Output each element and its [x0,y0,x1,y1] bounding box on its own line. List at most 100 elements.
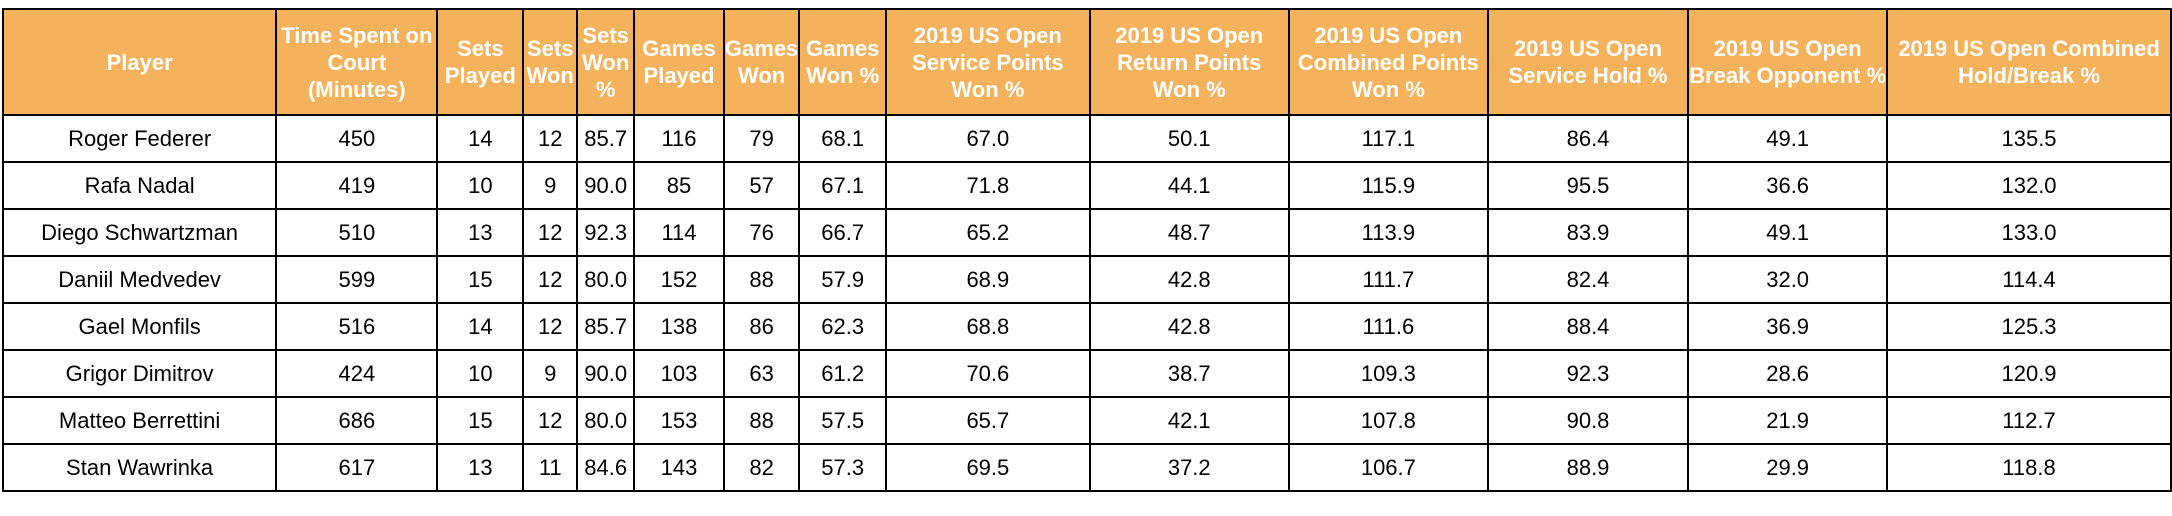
stat-cell: 65.2 [885,208,1091,257]
table-row: Roger Federer 450 14 12 85.7 116 79 68.1 67.0 50.… [1,114,2172,163]
stat-cell: 118.8 [1886,443,2172,492]
stat-cell: 132.0 [1886,161,2172,210]
stat-cell: 113.9 [1287,208,1489,257]
stat-cell: 42.8 [1088,255,1290,304]
player-name-cell: Daniil Medvedev [1,255,278,304]
stat-cell: 61.2 [798,349,888,398]
player-name-cell: Matteo Berrettini [1,396,278,445]
column-header: Sets Played [436,8,525,116]
stat-cell: 424 [275,349,439,398]
stat-cell: 11 [522,443,579,492]
stat-cell: 133.0 [1886,208,2172,257]
table-row: Grigor Dimitrov 424 10 9 90.0 103 63 61.2 70.6 38… [1,349,2172,398]
stat-cell: 90.0 [576,161,636,210]
stat-cell: 32.0 [1687,255,1889,304]
stat-cell: 14 [436,114,525,163]
column-header: 2019 US Open Break Opponent % [1687,8,1889,116]
stat-cell: 153 [633,396,725,445]
stat-cell: 38.7 [1088,349,1290,398]
stat-cell: 12 [522,302,579,351]
stat-cell: 12 [522,114,579,163]
stat-cell: 36.6 [1687,161,1889,210]
stat-cell: 48.7 [1088,208,1290,257]
stat-cell: 92.3 [576,208,636,257]
stat-cell: 42.1 [1088,396,1290,445]
player-name-cell: Rafa Nadal [1,161,278,210]
player-name-cell: Grigor Dimitrov [1,349,278,398]
stat-cell: 14 [436,302,525,351]
stat-cell: 114 [633,208,725,257]
column-header: Games Played [633,8,725,116]
stat-cell: 86.4 [1486,114,1690,163]
column-header: 2019 US Open Service Hold % [1486,8,1690,116]
stat-cell: 92.3 [1486,349,1690,398]
stat-cell: 10 [436,161,525,210]
stat-cell: 65.7 [885,396,1091,445]
table-row: Diego Schwartzman 510 13 12 92.3 114 76 66.7 65.… [1,208,2172,257]
player-name-cell: Diego Schwartzman [1,208,278,257]
stats-table: Player Time Spent on Court (Minutes) Sets … [1,8,2172,492]
stat-cell: 88 [722,396,801,445]
stat-cell: 152 [633,255,725,304]
stat-cell: 135.5 [1886,114,2172,163]
stat-cell: 125.3 [1886,302,2172,351]
column-header: Games Won % [798,8,888,116]
stat-cell: 419 [275,161,439,210]
stat-cell: 57.5 [798,396,888,445]
stat-cell: 80.0 [576,255,636,304]
stat-cell: 86 [722,302,801,351]
column-header: Player [1,8,278,116]
stat-cell: 37.2 [1088,443,1290,492]
stat-cell: 115.9 [1287,161,1489,210]
column-header: 2019 US Open Combined Hold/Break % [1886,8,2172,116]
stat-cell: 9 [522,349,579,398]
stat-cell: 88.4 [1486,302,1690,351]
stat-cell: 49.1 [1687,114,1889,163]
stat-cell: 617 [275,443,439,492]
stat-cell: 90.0 [576,349,636,398]
stat-cell: 68.1 [798,114,888,163]
table-row: Rafa Nadal 419 10 9 90.0 85 57 67.1 71.8 44.1 115.… [1,161,2172,210]
stat-cell: 85.7 [576,302,636,351]
stat-cell: 599 [275,255,439,304]
stat-cell: 138 [633,302,725,351]
stat-cell: 44.1 [1088,161,1290,210]
stat-cell: 95.5 [1486,161,1690,210]
stat-cell: 114.4 [1886,255,2172,304]
table-row: Gael Monfils 516 14 12 85.7 138 86 62.3 68.8 42.8… [1,302,2172,351]
stat-cell: 88 [722,255,801,304]
column-header: 2019 US Open Return Points Won % [1088,8,1290,116]
column-header: Sets Won % [576,8,636,116]
stat-cell: 120.9 [1886,349,2172,398]
stat-cell: 510 [275,208,439,257]
stat-cell: 36.9 [1687,302,1889,351]
stat-cell: 62.3 [798,302,888,351]
stat-cell: 50.1 [1088,114,1290,163]
column-header: Sets Won [522,8,579,116]
stat-cell: 13 [436,443,525,492]
stat-cell: 107.8 [1287,396,1489,445]
stat-cell: 450 [275,114,439,163]
stat-cell: 103 [633,349,725,398]
stat-cell: 42.8 [1088,302,1290,351]
column-header: Time Spent on Court (Minutes) [275,8,439,116]
player-name-cell: Stan Wawrinka [1,443,278,492]
stat-cell: 80.0 [576,396,636,445]
stat-cell: 116 [633,114,725,163]
stat-cell: 85 [633,161,725,210]
stat-cell: 82.4 [1486,255,1690,304]
stat-cell: 57.3 [798,443,888,492]
stat-cell: 13 [436,208,525,257]
header-row: Player Time Spent on Court (Minutes) Sets … [1,8,2172,116]
table-row: Stan Wawrinka 617 13 11 84.6 143 82 57.3 69.5 37.… [1,443,2172,492]
stat-cell: 111.7 [1287,255,1489,304]
stat-cell: 112.7 [1886,396,2172,445]
stat-cell: 106.7 [1287,443,1489,492]
stat-cell: 109.3 [1287,349,1489,398]
stat-cell: 21.9 [1687,396,1889,445]
column-header: 2019 US Open Combined Points Won % [1287,8,1489,116]
stat-cell: 57.9 [798,255,888,304]
stat-cell: 90.8 [1486,396,1690,445]
table-row: Daniil Medvedev 599 15 12 80.0 152 88 57.9 68.9 4… [1,255,2172,304]
column-header: 2019 US Open Service Points Won % [885,8,1091,116]
